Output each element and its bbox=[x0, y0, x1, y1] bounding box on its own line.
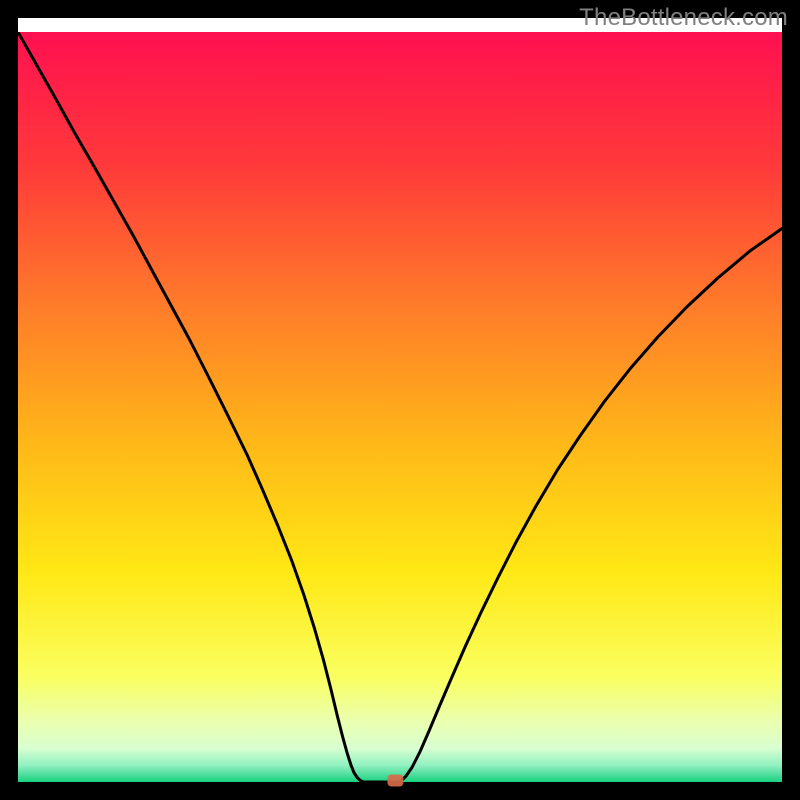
watermark-text: TheBottleneck.com bbox=[579, 4, 788, 32]
plot-background-gradient bbox=[18, 32, 782, 782]
optimum-marker bbox=[387, 775, 403, 787]
bottleneck-plot bbox=[0, 0, 800, 800]
figure-root: TheBottleneck.com bbox=[0, 0, 800, 800]
